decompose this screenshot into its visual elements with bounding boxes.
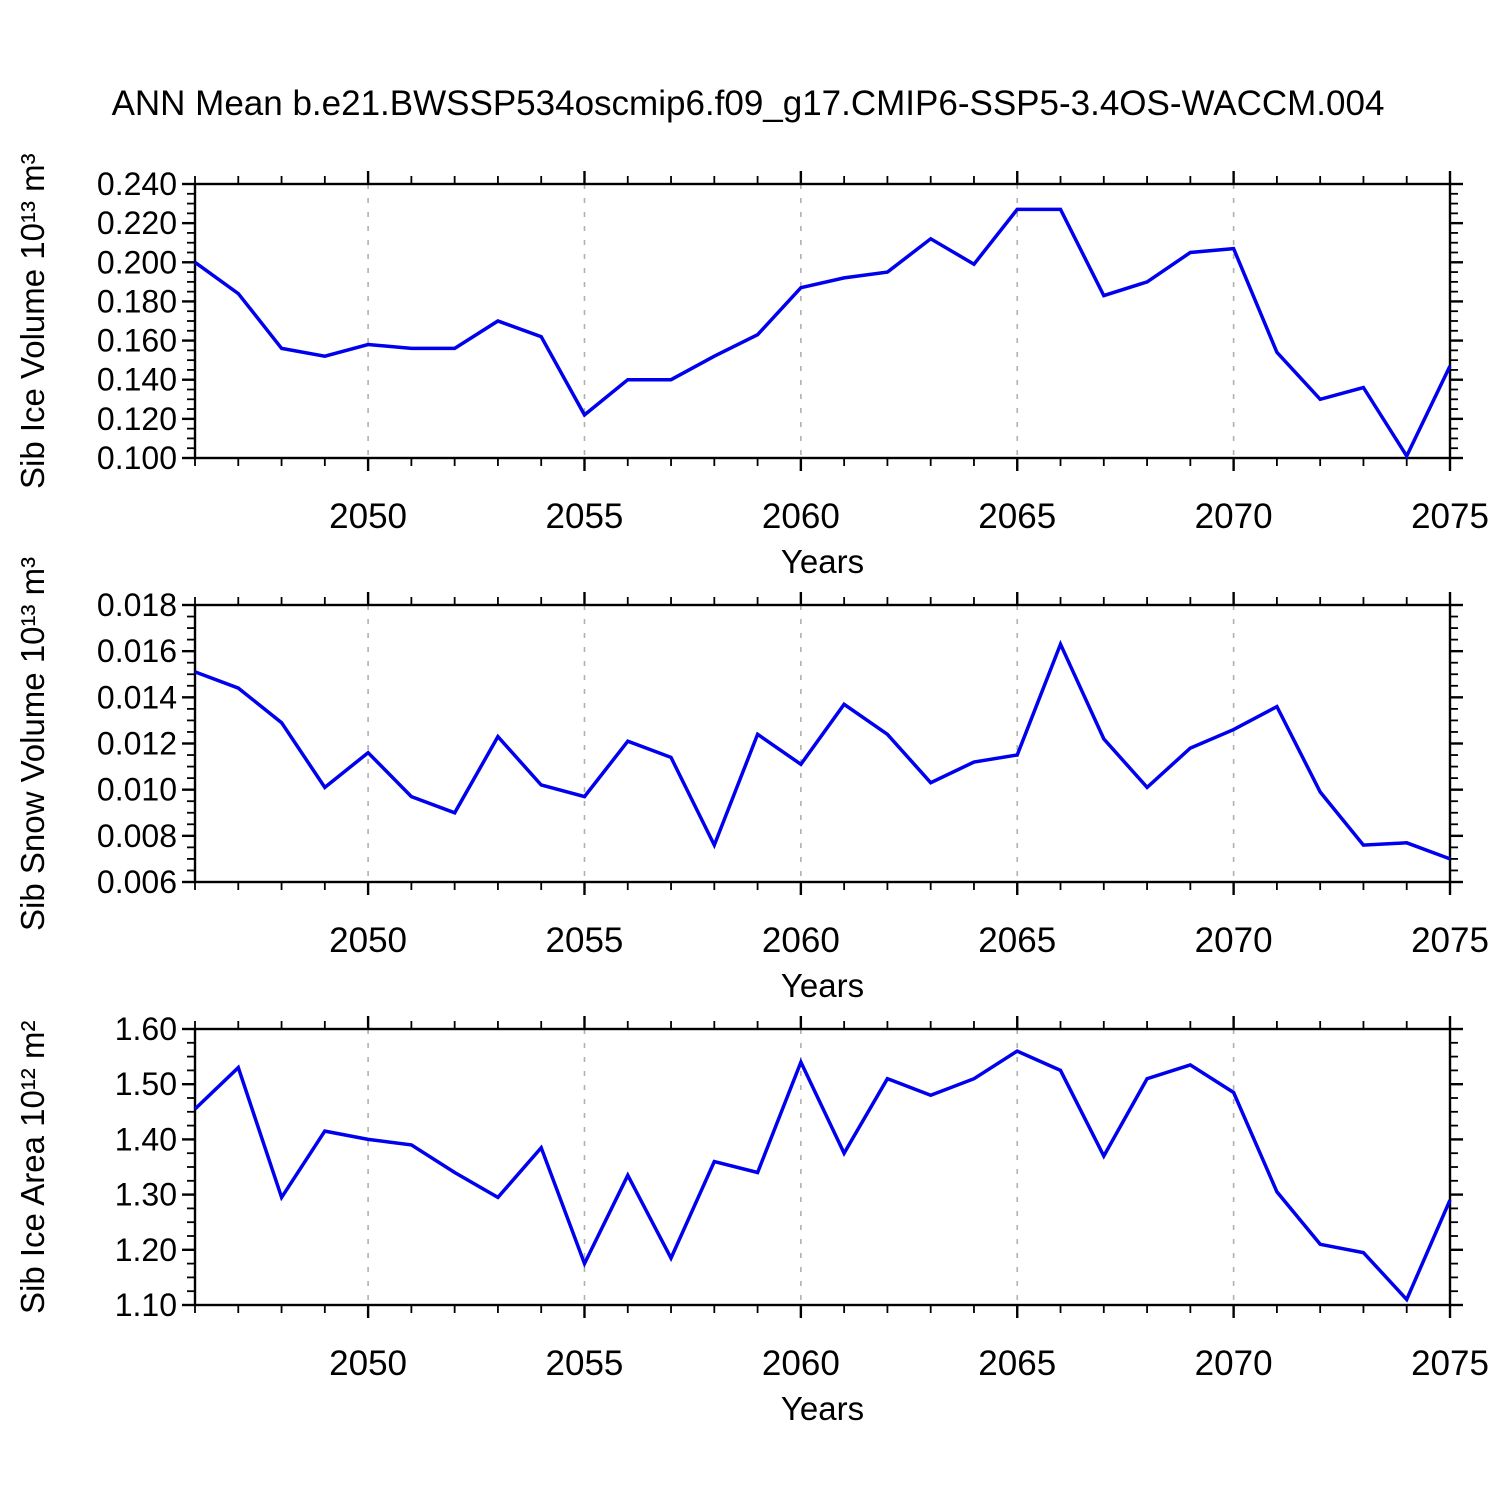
y-tick-label: 0.100 [97, 440, 177, 476]
y-tick-label: 0.160 [97, 323, 177, 359]
x-tick-label: 2055 [546, 497, 624, 536]
x-tick-label: 2060 [762, 921, 840, 960]
x-tick-label: 2055 [546, 1344, 624, 1383]
y-tick-label: 0.220 [97, 205, 177, 241]
y-tick-label: 1.50 [115, 1066, 177, 1102]
plot-border [193, 1027, 1452, 1307]
x-tick-label: 2070 [1195, 921, 1273, 960]
y-tick-label: 0.140 [97, 362, 177, 398]
x-tick-label: 2060 [762, 1344, 840, 1383]
x-tick-label: 2050 [329, 497, 407, 536]
y-tick-label: 0.200 [97, 244, 177, 280]
y-axis-title-ice-area: Sib Ice Area 10¹² m² [14, 1020, 51, 1314]
plot-border [193, 603, 1452, 884]
y-tick-label: 1.10 [115, 1287, 177, 1323]
y-tick-label: 0.180 [97, 283, 177, 319]
x-tick-label: 2075 [1411, 1344, 1489, 1383]
figure-title: ANN Mean b.e21.BWSSP534oscmip6.f09_g17.C… [111, 84, 1385, 123]
y-tick-label: 0.120 [97, 401, 177, 437]
series-line [194, 639, 1451, 861]
x-tick-label: 2070 [1195, 497, 1273, 536]
y-tick-label: 0.014 [97, 679, 177, 715]
x-axis-title-panel-1: Years [780, 543, 865, 580]
y-tick-label: 0.010 [97, 772, 177, 808]
y-axis-title-snow-volume: Sib Snow Volume 10¹³ m³ [14, 556, 51, 931]
y-tick-label: 1.60 [115, 1011, 177, 1047]
series-line [193, 1049, 1452, 1303]
x-tick-label: 2075 [1411, 497, 1489, 536]
panel-3: 1.60 1.50 1.40 1.30 1.20 1.10 2050 2055 2060 2065… [115, 1011, 1489, 1383]
x-tick-label: 2065 [978, 1344, 1056, 1383]
y-tick-label: 1.30 [115, 1177, 177, 1213]
x-tick-label: 2075 [1411, 921, 1489, 960]
y-tick-label: 1.40 [115, 1121, 177, 1157]
panel-2: 0.018 0.016 0.014 0.012 0.010 0.008 0.006 2050 2… [97, 587, 1489, 960]
y-tick-label: 0.008 [97, 818, 177, 854]
y-tick-label: 1.20 [115, 1232, 177, 1268]
y-tick-label: 0.018 [97, 587, 177, 623]
y-tick-label: 0.240 [97, 166, 177, 202]
series-line [193, 207, 1452, 460]
x-tick-label: 2070 [1195, 1344, 1273, 1383]
x-tick-label: 2065 [978, 921, 1056, 960]
x-tick-label: 2060 [762, 497, 840, 536]
x-axis-title-panel-2: Years [780, 967, 865, 1004]
x-tick-label: 2050 [329, 1344, 407, 1383]
x-tick-label: 2065 [978, 497, 1056, 536]
y-tick-label: 0.006 [97, 864, 177, 900]
x-tick-label: 2050 [329, 921, 407, 960]
plot-border [193, 182, 1452, 460]
y-tick-label: 0.016 [97, 633, 177, 669]
y-axis-title-ice-volume: Sib Ice Volume 10¹³ m³ [14, 153, 51, 489]
y-tick-label: 0.012 [97, 726, 177, 762]
x-axis-title-panel-3: Years [780, 1390, 865, 1427]
x-tick-label: 2055 [546, 921, 624, 960]
